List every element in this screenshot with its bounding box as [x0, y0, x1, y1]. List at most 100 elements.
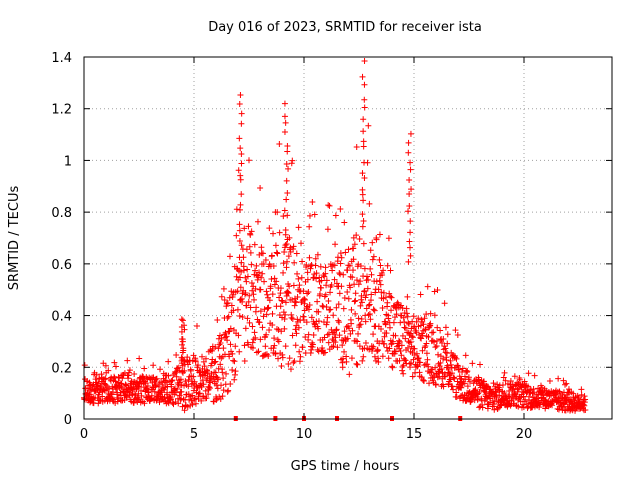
data-point: [369, 239, 376, 246]
data-point: [525, 383, 532, 390]
data-point: [281, 316, 288, 323]
data-point: [182, 378, 189, 385]
data-point: [152, 381, 159, 388]
data-point: [190, 373, 197, 380]
data-point: [337, 250, 344, 257]
data-point: [318, 277, 325, 284]
data-point: [100, 360, 107, 367]
data-point: [336, 332, 343, 339]
data-point: [249, 287, 256, 294]
data-point: [224, 315, 231, 322]
data-point: [126, 367, 133, 374]
data-point: [335, 301, 342, 308]
data-point: [385, 355, 392, 362]
data-point: [422, 326, 429, 333]
data-point: [309, 341, 316, 348]
data-point: [283, 196, 290, 203]
y-tick-label: 0: [64, 413, 72, 428]
data-point: [320, 350, 327, 357]
y-tick-label: 0.8: [51, 206, 72, 221]
data-point: [281, 129, 288, 136]
data-point: [511, 373, 518, 380]
data-point: [234, 288, 241, 295]
data-point: [469, 360, 476, 367]
data-point: [172, 389, 179, 396]
data-point: [197, 380, 204, 387]
data-point: [312, 262, 319, 269]
data-point: [205, 391, 212, 398]
data-point: [353, 277, 360, 284]
data-point: [411, 345, 418, 352]
data-point: [269, 291, 276, 298]
data-point: [365, 302, 372, 309]
data-point: [453, 389, 460, 396]
data-point: [110, 389, 117, 396]
data-point: [344, 335, 351, 342]
plot-frame: [83, 56, 613, 420]
data-point: [178, 316, 185, 323]
data-point: [117, 389, 124, 396]
data-point: [210, 373, 217, 380]
data-point: [181, 407, 188, 414]
data-point: [297, 353, 304, 360]
data-point: [288, 314, 295, 321]
data-point: [336, 319, 343, 326]
data-point: [386, 345, 393, 352]
data-point: [227, 381, 234, 388]
data-point: [256, 269, 263, 276]
data-point: [138, 392, 145, 399]
data-point: [416, 331, 423, 338]
data-point: [238, 150, 245, 157]
data-point: [232, 368, 239, 375]
data-point: [444, 331, 451, 338]
data-point: [372, 289, 379, 296]
data-point: [258, 274, 265, 281]
data-point: [520, 404, 527, 411]
data-point: [296, 358, 303, 365]
data-point: [479, 401, 486, 408]
data-point: [96, 375, 103, 382]
data-point: [461, 380, 468, 387]
data-point: [491, 406, 498, 413]
data-point: [367, 316, 374, 323]
data-point: [295, 275, 302, 282]
data-point: [435, 351, 442, 358]
data-point: [370, 331, 377, 338]
data-point: [361, 81, 368, 88]
data-point: [323, 282, 330, 289]
data-point: [373, 236, 380, 243]
data-point: [362, 340, 369, 347]
data-point: [360, 197, 367, 204]
data-point: [514, 388, 521, 395]
data-point: [391, 314, 398, 321]
data-point: [178, 388, 185, 395]
data-point: [205, 348, 212, 355]
data-point: [447, 361, 454, 368]
data-point: [169, 377, 176, 384]
data-point: [360, 217, 367, 224]
data-point: [245, 298, 252, 305]
data-point: [174, 385, 181, 392]
data-point: [348, 306, 355, 313]
data-point: [241, 225, 248, 232]
data-point: [119, 375, 126, 382]
grid-lines: [84, 57, 612, 419]
data-point: [264, 291, 271, 298]
data-point: [407, 339, 414, 345]
data-point: [436, 370, 443, 377]
data-point: [195, 390, 202, 397]
data-point: [249, 339, 256, 346]
data-point: [431, 288, 438, 295]
data-point: [233, 273, 240, 280]
data-point: [475, 376, 482, 383]
data-point: [425, 363, 432, 370]
data-point: [237, 145, 244, 152]
data-point: [355, 330, 362, 337]
data-point: [577, 396, 584, 403]
data-point: [286, 355, 293, 362]
data-point: [345, 262, 352, 269]
data-point: [315, 308, 322, 315]
data-point: [388, 294, 395, 301]
data-point: [214, 385, 221, 392]
